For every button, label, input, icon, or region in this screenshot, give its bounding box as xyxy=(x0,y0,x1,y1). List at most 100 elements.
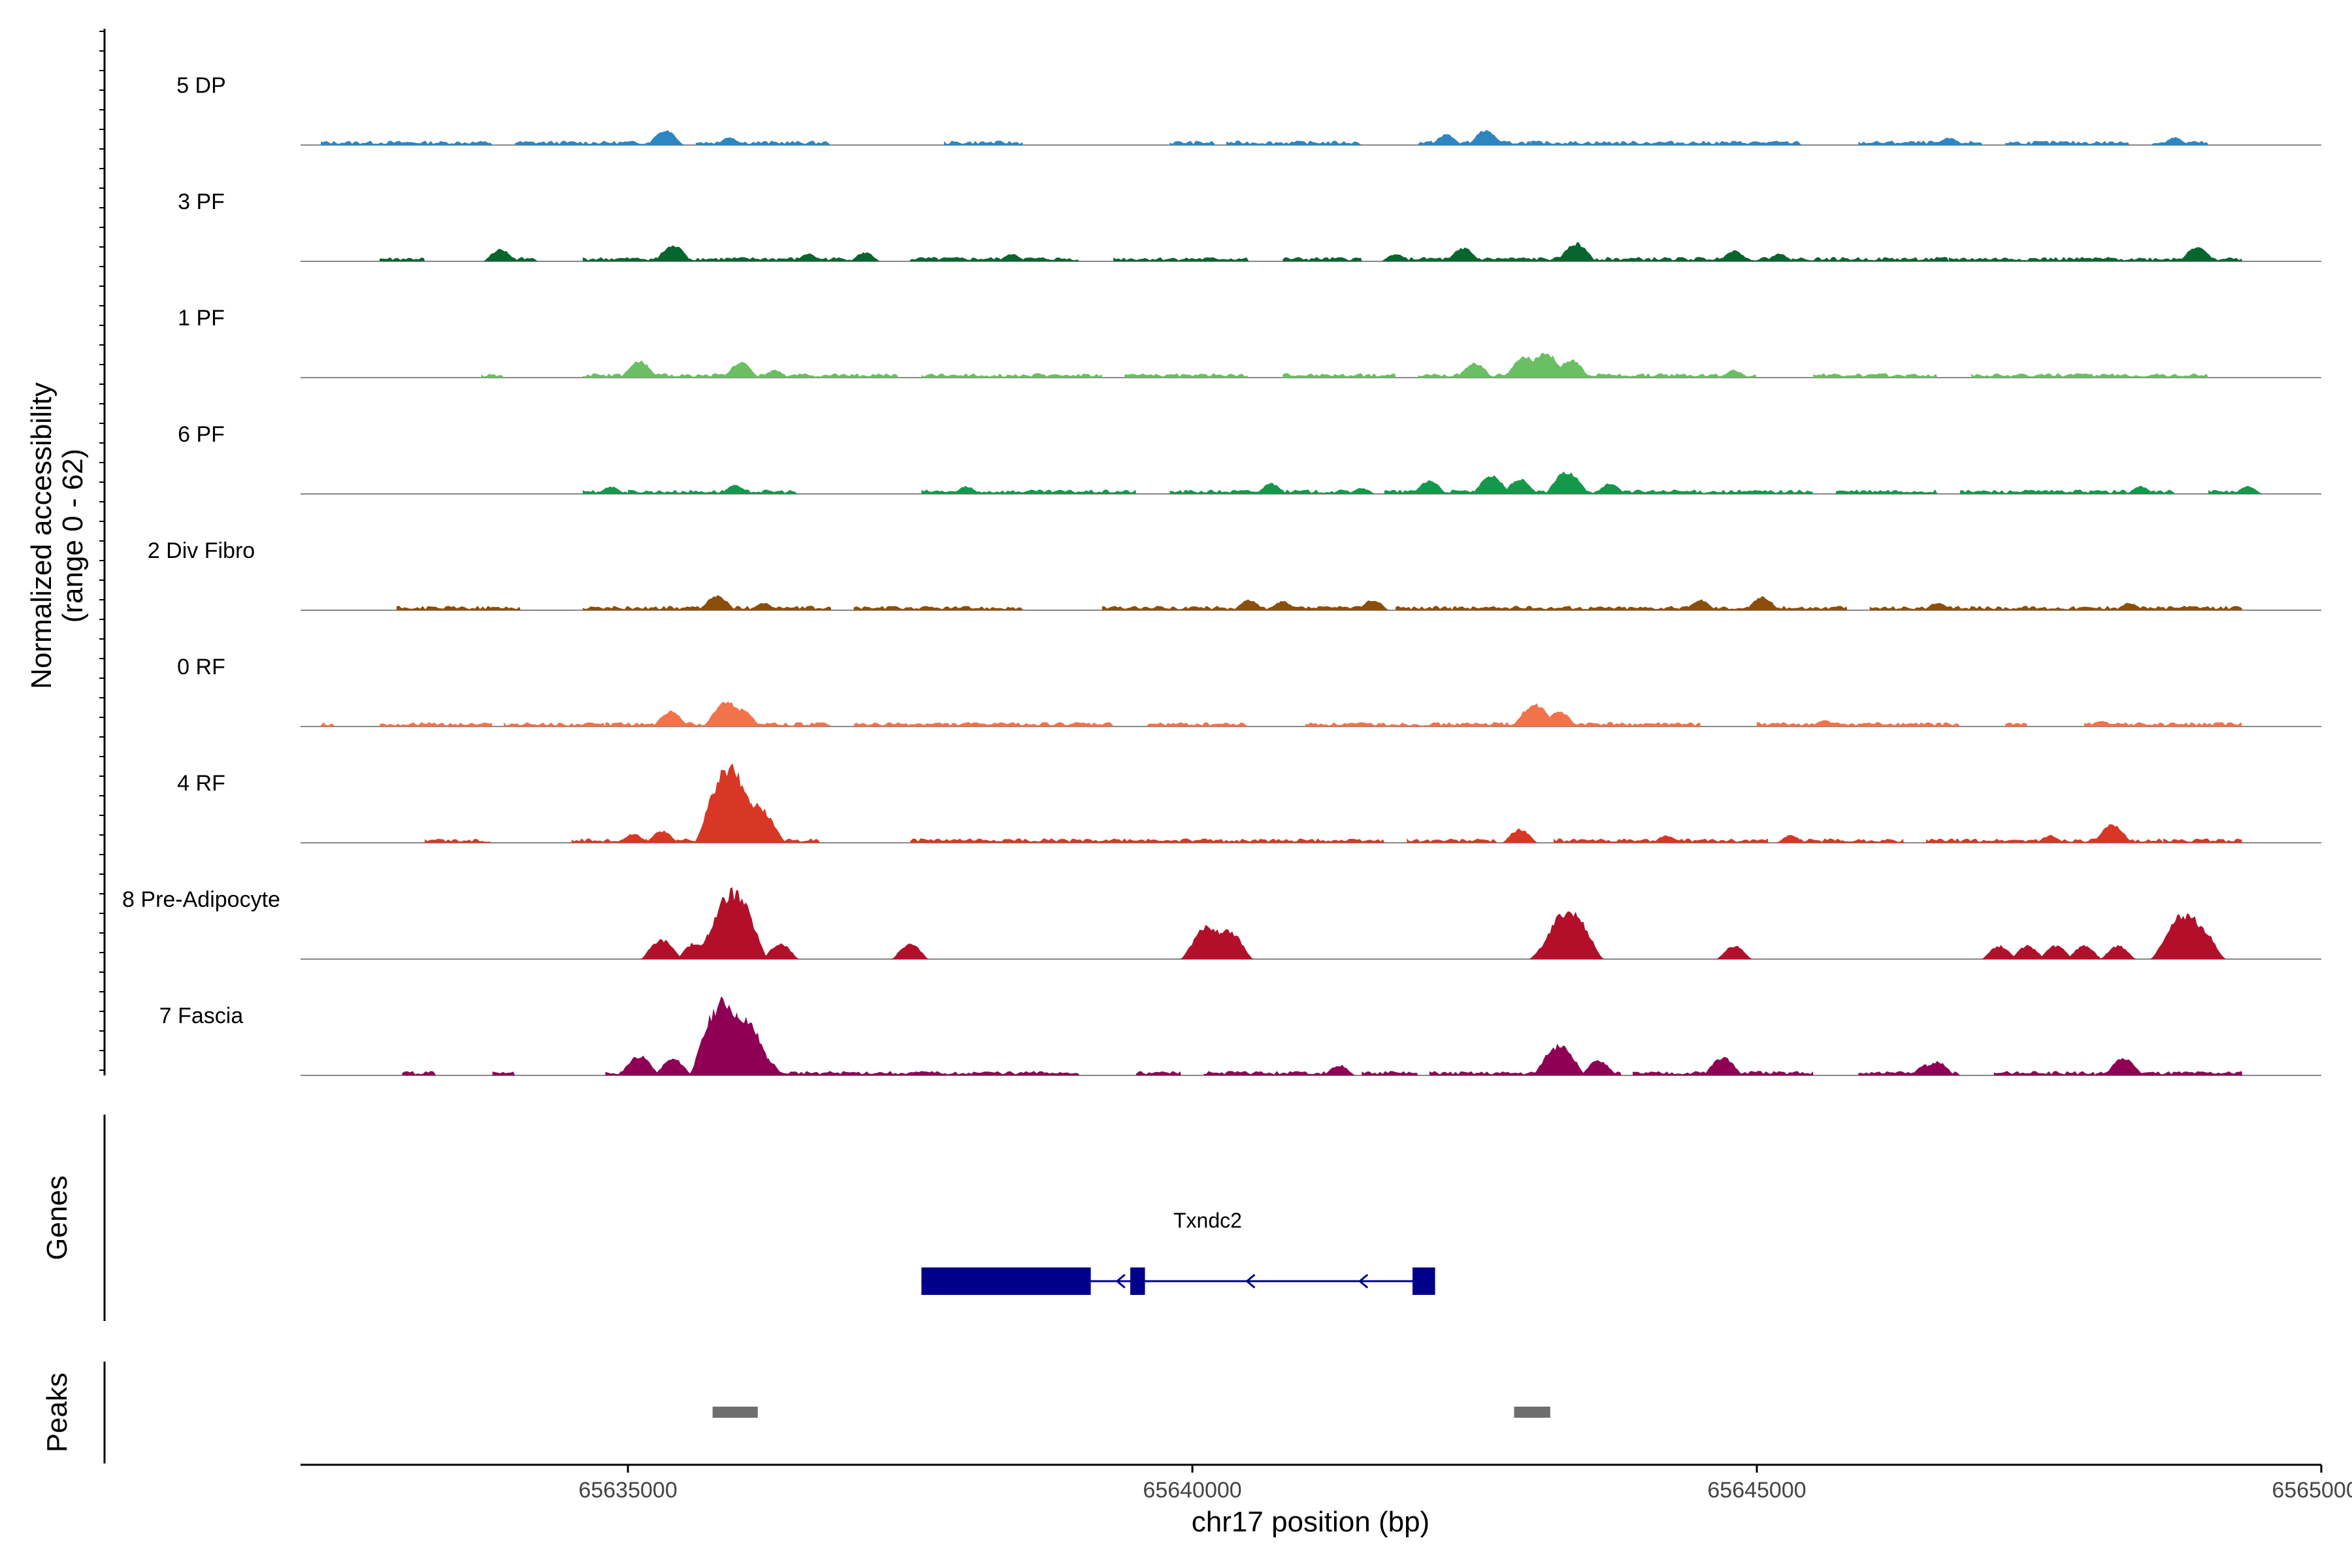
accessibility-peak xyxy=(617,1055,661,1075)
accessibility-peak xyxy=(640,939,683,959)
coverage-segment xyxy=(1282,373,1396,378)
track: 8 Pre-Adipocyte xyxy=(122,887,2321,960)
strand-arrow-icon xyxy=(1245,1273,1256,1289)
track: 3 PF xyxy=(178,189,2321,262)
accessibility-peak xyxy=(651,710,690,727)
coverage-segment xyxy=(1362,1071,1418,1075)
accessibility-peak xyxy=(644,830,679,843)
coverage-segment xyxy=(910,838,1384,843)
peak-regions xyxy=(712,1407,1550,1418)
accessibility-peak xyxy=(696,887,769,959)
accessibility-peak xyxy=(1716,945,1753,959)
accessibility-peak xyxy=(1356,600,1390,610)
strand-arrow-icon xyxy=(1358,1273,1369,1289)
coverage-segment xyxy=(1169,489,1362,494)
accessibility-peak xyxy=(760,369,790,378)
accessibility-peak xyxy=(1232,599,1266,610)
coverage-segment xyxy=(504,722,606,727)
accessibility-peak xyxy=(2126,485,2155,494)
track-label: 5 DP xyxy=(176,73,226,98)
track-label: 3 PF xyxy=(178,189,225,214)
peaks-panel: Peaks xyxy=(41,1362,1550,1463)
accessibility-peak xyxy=(1471,475,1512,494)
coverage-segment xyxy=(1282,257,1362,261)
gene-model: Txndc2 xyxy=(921,1209,1435,1295)
track: 1 PF xyxy=(178,306,2321,378)
coverage-segment xyxy=(1124,373,1249,378)
accessibility-peak xyxy=(952,485,981,494)
accessibility-peak xyxy=(2168,926,2227,959)
accessibility-peak xyxy=(698,595,736,610)
accessibility-peak xyxy=(2103,1058,2145,1075)
coverage-segment xyxy=(853,606,1023,610)
accessibility-peak xyxy=(617,834,649,843)
accessibility-peak xyxy=(1501,478,1539,494)
coverage-segment xyxy=(853,722,1114,727)
coverage-segment xyxy=(1226,140,1362,145)
accessibility-peak xyxy=(1765,253,1795,261)
coverage-segment xyxy=(1396,606,1452,610)
coverage-segment xyxy=(396,606,521,610)
coverage-segment xyxy=(492,1071,515,1075)
track-label: 1 PF xyxy=(178,306,225,331)
x-tick-label: 65640000 xyxy=(1143,1478,1241,1503)
coverage-segment xyxy=(425,839,493,843)
accessibility-peak xyxy=(1429,134,1463,145)
genes-panel: Genes Txndc2 xyxy=(41,1115,1435,1321)
coverage-segment xyxy=(571,838,629,843)
accessibility-peak xyxy=(849,252,881,261)
coverage-segment xyxy=(1305,722,1452,727)
accessibility-peak xyxy=(596,486,626,494)
coverage-segment xyxy=(695,140,832,145)
accessibility-peak xyxy=(2087,721,2115,727)
y-axis xyxy=(99,29,106,1075)
accessibility-peak xyxy=(1720,369,1749,378)
accessibility-peak xyxy=(891,943,930,959)
accessibility-peak xyxy=(761,943,800,959)
coverage-segment xyxy=(1554,489,1814,494)
track: 5 DP xyxy=(176,73,2321,146)
accessibility-peak xyxy=(1411,480,1448,494)
x-tick-label: 65645000 xyxy=(1707,1478,1806,1503)
accessibility-peak xyxy=(1254,483,1288,494)
track: 4 RF xyxy=(177,763,2321,843)
accessibility-peak xyxy=(2091,824,2133,843)
x-tick-label: 65635000 xyxy=(578,1478,677,1503)
accessibility-peak xyxy=(2159,137,2189,145)
accessibility-peak xyxy=(2100,945,2136,959)
accessibility-peak xyxy=(720,708,762,727)
track-label: 4 RF xyxy=(177,771,225,796)
accessibility-peak xyxy=(2035,835,2065,843)
coverage-segment xyxy=(1836,489,1938,494)
coverage-segment xyxy=(1757,722,1961,727)
coverage-segment xyxy=(1147,722,1249,727)
coverage-segment xyxy=(1102,606,1384,610)
coverage-segment xyxy=(628,489,798,494)
accessibility-peak xyxy=(1445,247,1482,261)
track: 0 RF xyxy=(177,655,2321,727)
gene-exon xyxy=(1130,1267,1145,1295)
coverage-segment xyxy=(2129,606,2242,610)
accessibility-peak xyxy=(653,1058,693,1075)
genes-label: Genes xyxy=(41,1175,73,1260)
accessibility-peak xyxy=(2010,945,2046,959)
accessibility-peak xyxy=(1550,359,1592,378)
x-tick-label: 65650000 xyxy=(2272,1478,2352,1503)
accessibility-peak xyxy=(1556,242,1597,261)
accessibility-peak xyxy=(1540,711,1578,727)
coverage-segment xyxy=(1869,606,2118,610)
coverage-segment xyxy=(481,374,504,378)
accessibility-peak xyxy=(1467,129,1505,145)
accessibility-peak xyxy=(1198,929,1254,959)
accessibility-peak xyxy=(1810,720,1838,727)
coverage-segment xyxy=(2163,838,2242,843)
coverage-segment xyxy=(1790,838,1904,843)
coverage-segment xyxy=(583,257,877,261)
accessibility-peak xyxy=(721,802,787,843)
accessibility-peak xyxy=(646,130,685,145)
gene-exon xyxy=(1413,1267,1435,1295)
x-axis-title: chr17 position (bp) xyxy=(1192,1506,1429,1538)
coverage-segment xyxy=(1169,140,1215,145)
coverage-segment xyxy=(943,140,1023,145)
